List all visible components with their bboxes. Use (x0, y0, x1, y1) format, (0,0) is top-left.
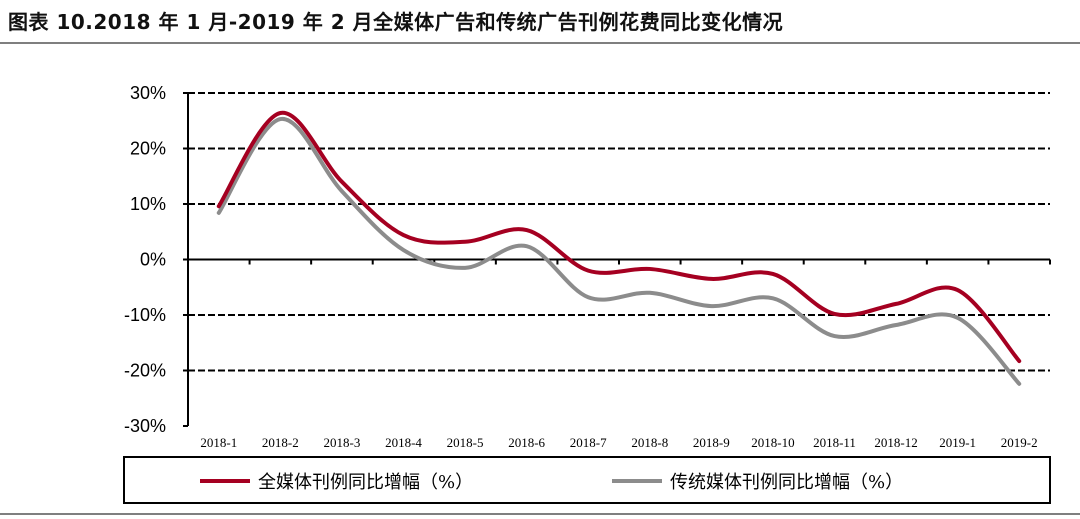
y-tick-label: 0% (140, 250, 166, 270)
series-line-1 (216, 117, 1022, 386)
x-tick-label: 2018-5 (447, 435, 484, 450)
bottom-divider (0, 513, 1080, 515)
x-tick-label: 2018-10 (751, 435, 794, 450)
y-tick-label: -30% (124, 416, 166, 436)
x-tick-label: 2018-8 (631, 435, 668, 450)
series-line-0 (216, 110, 1022, 364)
x-tick-label: 2018-1 (200, 435, 237, 450)
x-tick-label: 2018-9 (693, 435, 730, 450)
legend-box (123, 456, 1051, 504)
legend-label: 传统媒体刊例同比增幅（%） (670, 472, 903, 493)
x-tick-label: 2018-4 (385, 435, 422, 450)
figure-title: 图表 10.2018 年 1 月-2019 年 2 月全媒体广告和传统广告刊例花… (8, 10, 784, 34)
x-tick-label: 2018-12 (874, 435, 917, 450)
y-tick-label: 30% (130, 83, 166, 103)
y-tick-label: -20% (124, 361, 166, 381)
x-tick-label: 2018-11 (813, 435, 856, 450)
y-tick-label: -10% (124, 305, 166, 325)
x-tick-label: 2019-1 (939, 435, 976, 450)
y-tick-label: 20% (130, 139, 166, 159)
x-tick-label: 2019-2 (1001, 435, 1038, 450)
x-tick-label: 2018-6 (508, 435, 545, 450)
x-tick-label: 2018-7 (570, 435, 607, 450)
legend-label: 全媒体刊例同比增幅（%） (258, 472, 473, 493)
title-divider (0, 42, 1080, 44)
y-tick-label: 10% (130, 194, 166, 214)
x-tick-label: 2018-2 (262, 435, 299, 450)
x-tick-label: 2018-3 (324, 435, 361, 450)
